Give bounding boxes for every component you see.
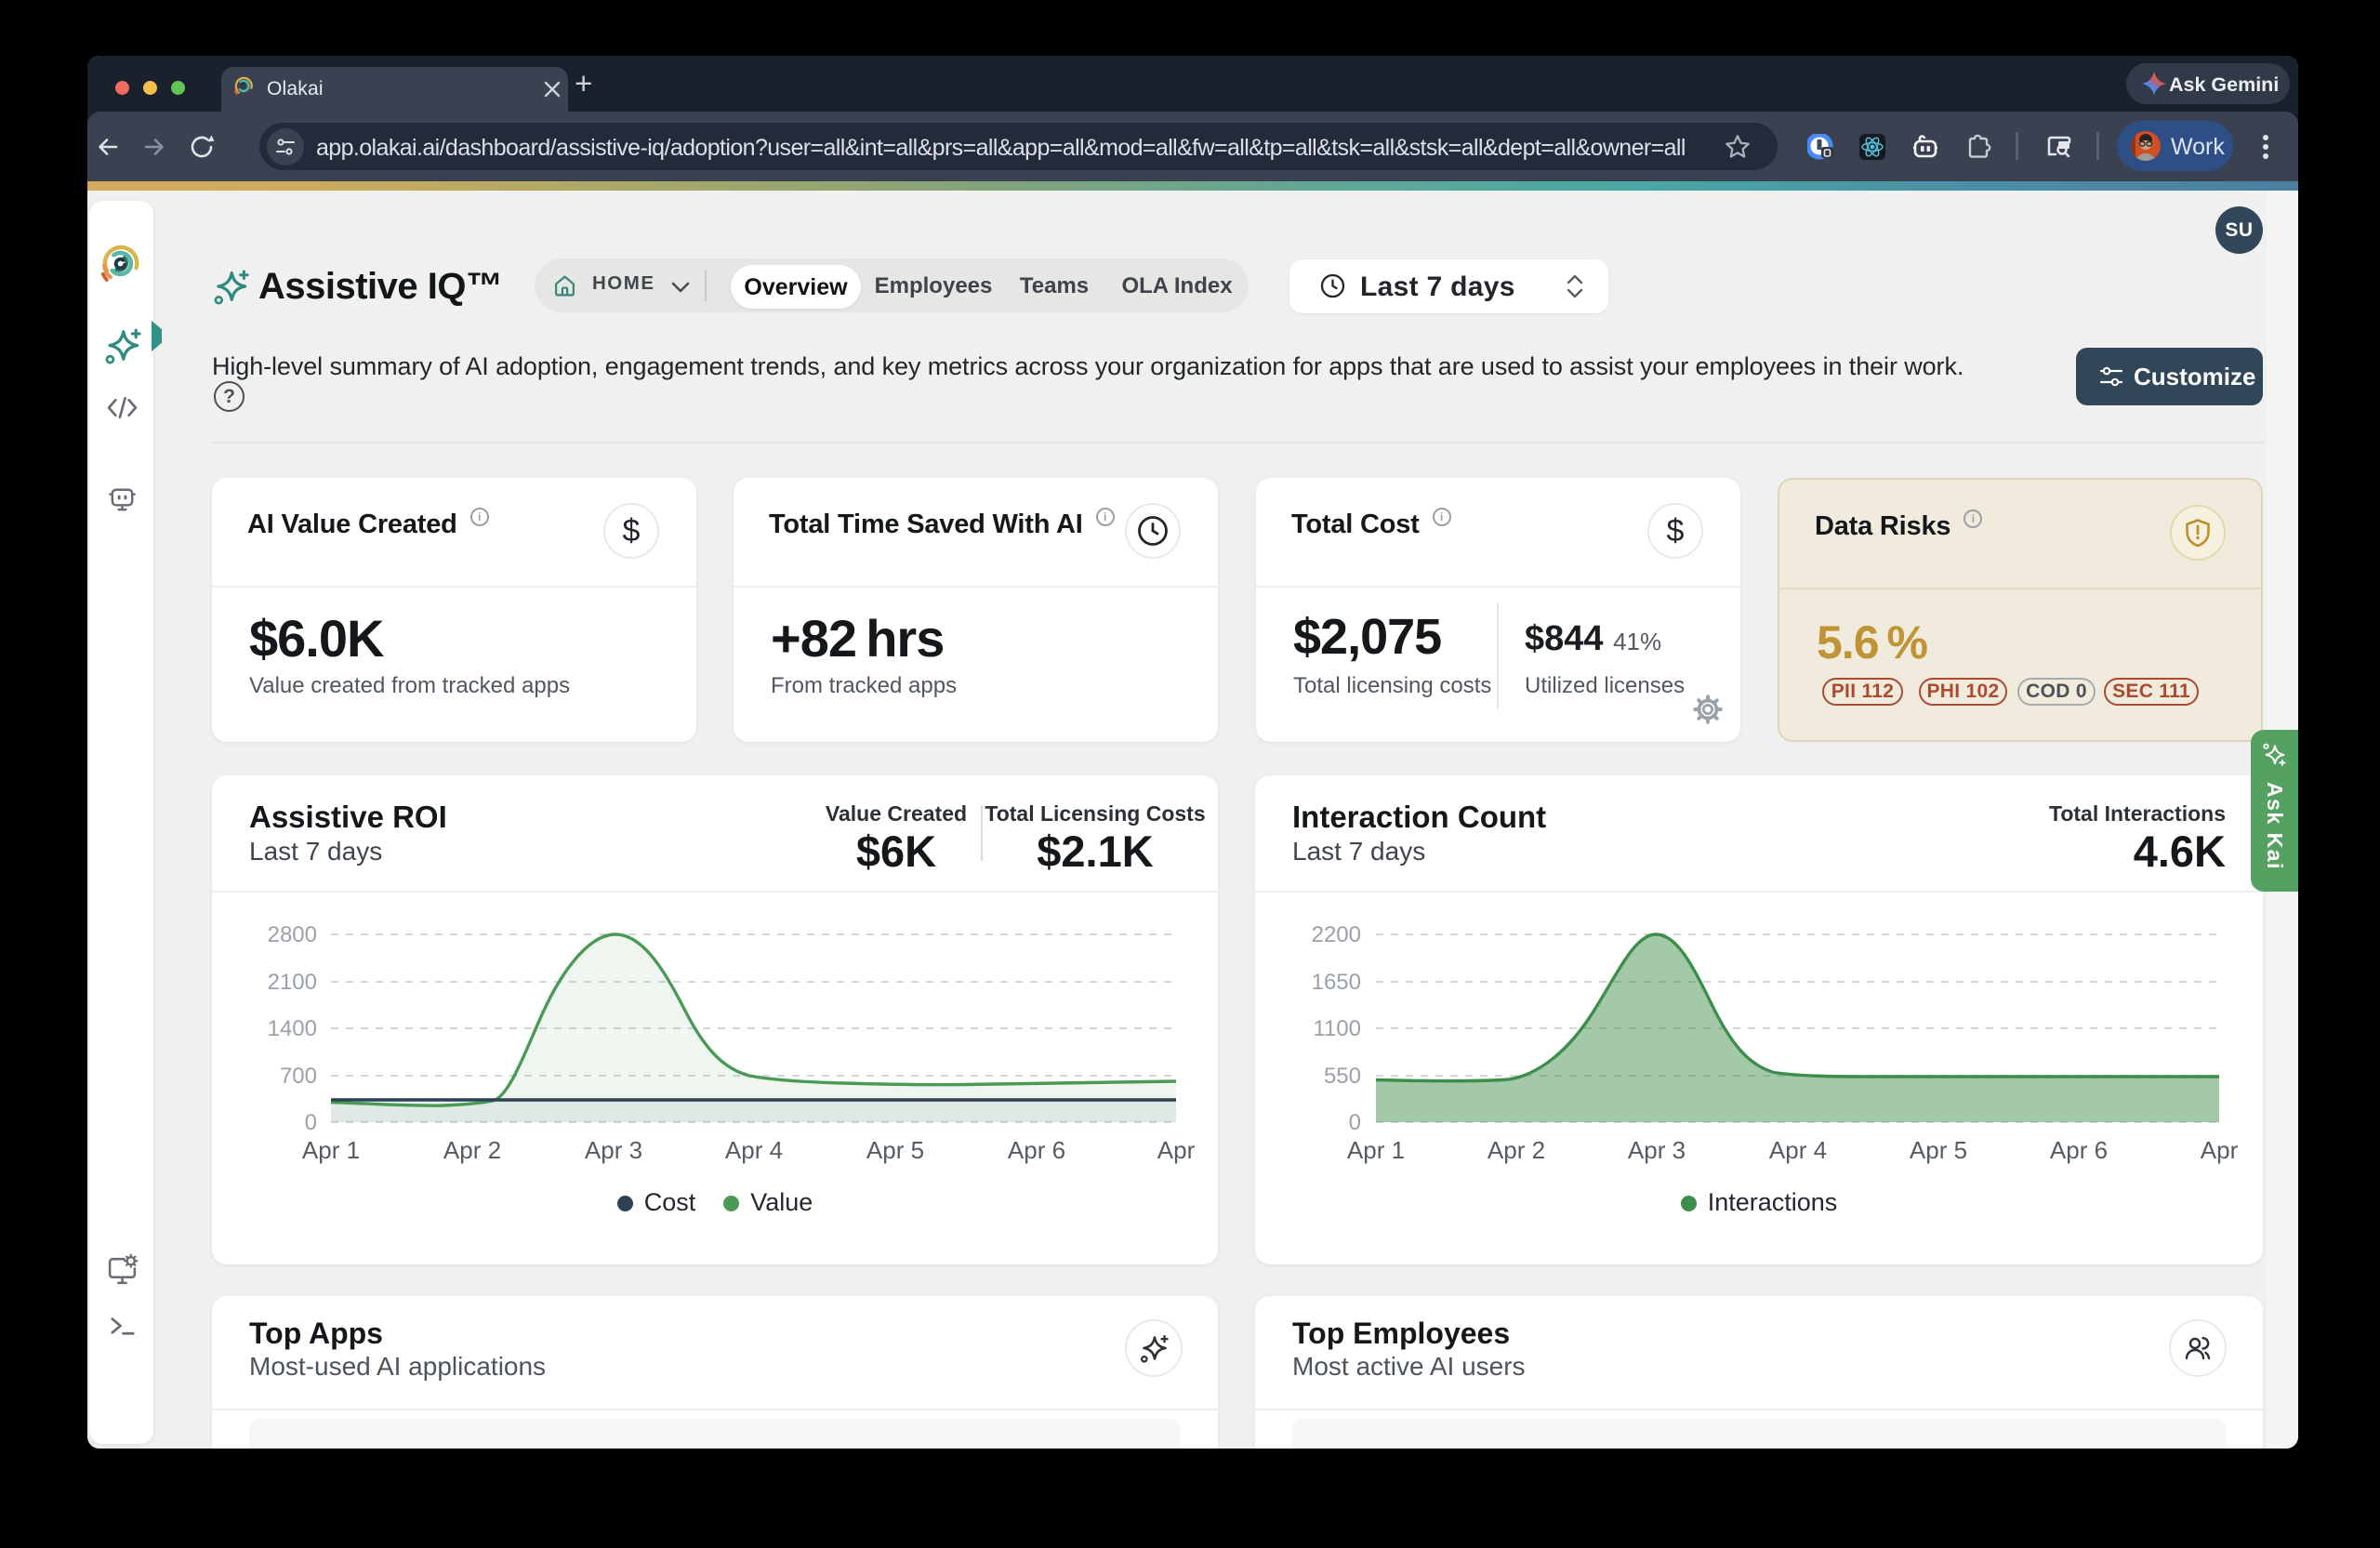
svg-text:Apr 2: Apr 2 bbox=[443, 1136, 501, 1164]
svg-text:0: 0 bbox=[305, 1110, 317, 1135]
svg-text:550: 550 bbox=[1324, 1064, 1361, 1089]
svg-text:Apr 5: Apr 5 bbox=[866, 1136, 924, 1164]
svg-text:Apr 3: Apr 3 bbox=[585, 1136, 642, 1164]
svg-text:0: 0 bbox=[1349, 1110, 1361, 1135]
svg-text:Apr 6: Apr 6 bbox=[1008, 1136, 1065, 1164]
svg-text:Apr 1: Apr 1 bbox=[302, 1136, 360, 1164]
svg-text:Apr 6: Apr 6 bbox=[2050, 1136, 2108, 1164]
svg-text:1100: 1100 bbox=[1313, 1016, 1361, 1041]
svg-text:2200: 2200 bbox=[1312, 922, 1361, 947]
svg-text:2100: 2100 bbox=[268, 970, 317, 995]
svg-text:700: 700 bbox=[280, 1064, 317, 1089]
svg-text:Apr 4: Apr 4 bbox=[1769, 1136, 1827, 1164]
svg-text:1400: 1400 bbox=[268, 1016, 317, 1041]
svg-text:1650: 1650 bbox=[1312, 970, 1361, 995]
svg-text:Apr: Apr bbox=[1157, 1136, 1196, 1164]
svg-text:Apr 1: Apr 1 bbox=[1347, 1136, 1405, 1164]
svg-text:Apr: Apr bbox=[2201, 1136, 2239, 1164]
svg-text:Apr 5: Apr 5 bbox=[1910, 1136, 1967, 1164]
svg-text:Apr 4: Apr 4 bbox=[725, 1136, 783, 1164]
svg-text:Apr 2: Apr 2 bbox=[1488, 1136, 1545, 1164]
svg-text:Apr 3: Apr 3 bbox=[1628, 1136, 1686, 1164]
svg-text:2800: 2800 bbox=[268, 922, 317, 947]
